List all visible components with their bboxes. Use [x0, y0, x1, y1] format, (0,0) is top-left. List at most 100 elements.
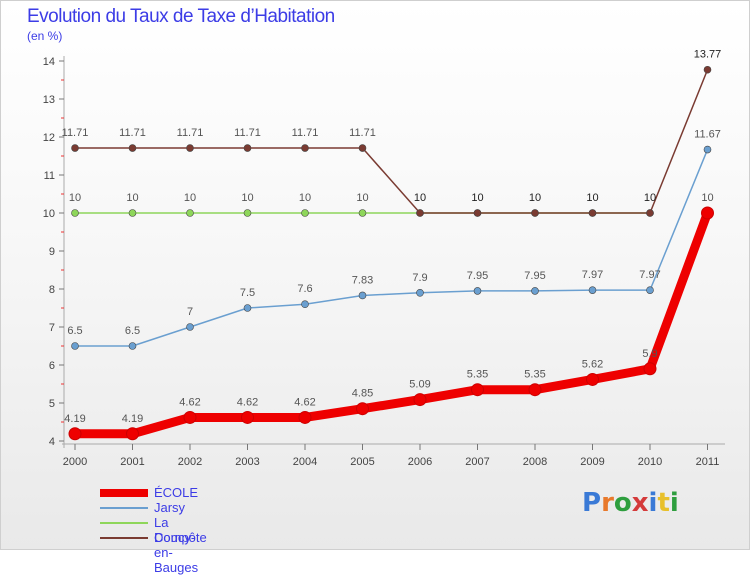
- data-label: 10: [356, 192, 368, 204]
- data-label: 7.83: [352, 274, 373, 286]
- data-label: 10: [414, 192, 426, 204]
- series-line-0: [70, 208, 712, 439]
- data-label: 11.71: [62, 127, 89, 139]
- x-tick-label: 2011: [696, 456, 720, 468]
- x-tick-label: 2005: [350, 456, 374, 468]
- data-point: [128, 144, 137, 152]
- data-label: 10: [299, 192, 311, 204]
- data-point: [186, 144, 194, 152]
- data-point: [471, 383, 484, 397]
- data-point: [356, 402, 369, 416]
- data-label: 7.97: [582, 269, 603, 281]
- data-point: [646, 209, 654, 217]
- y-tick-label: 8: [49, 284, 55, 296]
- chart-subtitle: (en %): [27, 29, 63, 43]
- y-tick-label: 13: [43, 94, 55, 106]
- data-point: [126, 427, 139, 441]
- data-point: [128, 342, 137, 350]
- data-point: [128, 209, 137, 217]
- data-point: [586, 372, 599, 386]
- data-label: 7.5: [240, 287, 255, 299]
- x-tick-label: 2003: [235, 456, 259, 468]
- x-tick-label: 2002: [178, 456, 202, 468]
- data-point: [71, 209, 79, 217]
- data-point: [298, 410, 312, 424]
- data-point: [358, 144, 367, 152]
- data-label: 5.35: [524, 369, 545, 381]
- data-point: [68, 427, 82, 441]
- series-line-1: [74, 148, 709, 347]
- chart-title: Evolution du Taux de Taxe d’Habitation: [27, 6, 335, 27]
- x-tick-label: 2004: [293, 456, 317, 468]
- data-point: [358, 291, 367, 300]
- y-tick-label: 12: [43, 132, 55, 144]
- data-label: 4.19: [64, 413, 85, 425]
- data-label: 4.62: [294, 396, 315, 408]
- data-label: 7.95: [467, 270, 488, 282]
- data-label: 10: [471, 192, 483, 204]
- data-label: 11.71: [292, 127, 319, 139]
- data-point: [646, 286, 654, 294]
- logo-letter: i: [648, 488, 658, 518]
- data-point: [528, 383, 542, 397]
- x-tick-label: 2006: [408, 456, 432, 468]
- logo-letter: i: [669, 488, 679, 518]
- data-point: [473, 287, 482, 295]
- data-point: [358, 209, 367, 217]
- data-point: [531, 287, 539, 295]
- y-tick-label: 10: [43, 208, 55, 220]
- data-label: 4.62: [179, 396, 200, 408]
- data-point: [186, 323, 194, 331]
- legend-swatch-ecole: [100, 489, 148, 497]
- data-label: 10: [701, 192, 713, 204]
- data-label: 6.5: [67, 325, 82, 337]
- y-tick-label: 7: [49, 322, 55, 334]
- data-label: 11.71: [119, 127, 146, 139]
- data-point: [243, 209, 252, 217]
- legend-label-ecole: ÉCOLE: [154, 485, 199, 500]
- data-label: 11.71: [177, 127, 204, 139]
- legend-swatch-jarsy: [100, 507, 148, 509]
- data-point: [241, 410, 254, 424]
- data-point: [243, 304, 252, 312]
- y-tick-label: 9: [49, 246, 55, 258]
- data-point: [703, 145, 712, 154]
- data-point: [588, 209, 597, 217]
- legend-label-doucy-en-bauges: Doucy-en-Bauges: [154, 530, 199, 575]
- data-label: 5.9: [642, 348, 657, 360]
- data-label: 10: [586, 192, 598, 204]
- data-point: [473, 209, 482, 217]
- data-point: [71, 144, 79, 152]
- x-tick-label: 2001: [120, 456, 144, 468]
- data-label: 7: [187, 306, 193, 318]
- data-point: [701, 206, 714, 220]
- data-point: [703, 65, 712, 74]
- data-label: 13.77: [694, 49, 722, 61]
- legend-label-la-compote: La Compôte: [154, 515, 207, 545]
- logo-letter: r: [601, 488, 614, 518]
- data-label: 4.85: [352, 388, 373, 400]
- y-tick-label: 4: [49, 436, 55, 448]
- data-point: [413, 393, 427, 407]
- legend-label-jarsy: Jarsy: [154, 500, 186, 515]
- data-point: [588, 286, 597, 294]
- y-tick-label: 6: [49, 360, 55, 372]
- data-label: 7.97: [639, 269, 660, 281]
- data-point: [301, 209, 309, 217]
- data-label: 4.62: [237, 396, 258, 408]
- y-tick-label: 11: [44, 170, 55, 182]
- x-tick-label: 2007: [465, 456, 489, 468]
- data-label: 6.5: [125, 325, 140, 337]
- data-point: [416, 209, 424, 217]
- data-label: 10: [644, 192, 656, 204]
- data-label: 11.67: [694, 129, 721, 141]
- data-point: [531, 209, 539, 217]
- data-label: 10: [184, 192, 196, 204]
- data-point: [243, 144, 252, 152]
- data-label: 7.6: [297, 283, 312, 295]
- x-tick-label: 2010: [638, 456, 662, 468]
- data-point: [71, 342, 79, 350]
- data-point: [183, 410, 197, 424]
- x-tick-label: 2000: [63, 456, 87, 468]
- logo-letter: o: [613, 488, 632, 518]
